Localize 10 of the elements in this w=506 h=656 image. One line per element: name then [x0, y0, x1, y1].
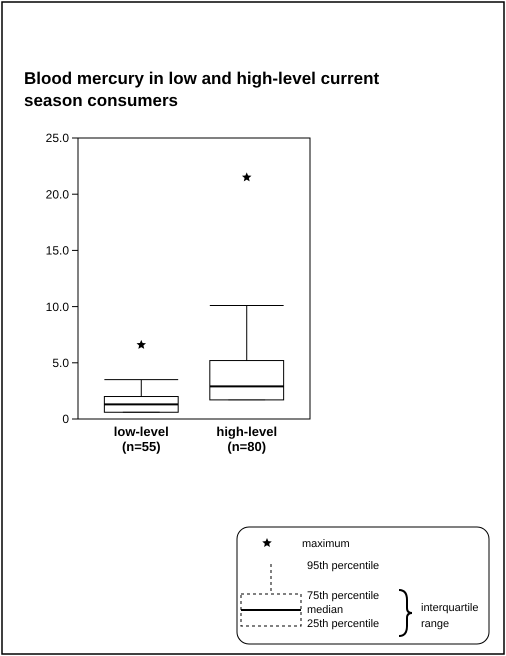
chart-title: Blood mercury in low and high-level current season consumers — [24, 69, 380, 110]
x-tick-label: high-level (n=80) — [216, 424, 278, 454]
y-tick-label: 25.0 — [46, 131, 70, 146]
x-tick-label: low-level (n=55) — [114, 424, 169, 454]
box-key: maximum 95th percentile 75th percentile median 25th percentile interquartile range — [236, 526, 490, 644]
y-tick-label: 5.0 — [52, 356, 70, 370]
y-tick-label: 15.0 — [46, 244, 70, 258]
y-tick-label: 10.0 — [46, 300, 70, 314]
y-tick-label: 20.0 — [46, 187, 70, 202]
y-tick-label: 0 — [62, 412, 70, 426]
